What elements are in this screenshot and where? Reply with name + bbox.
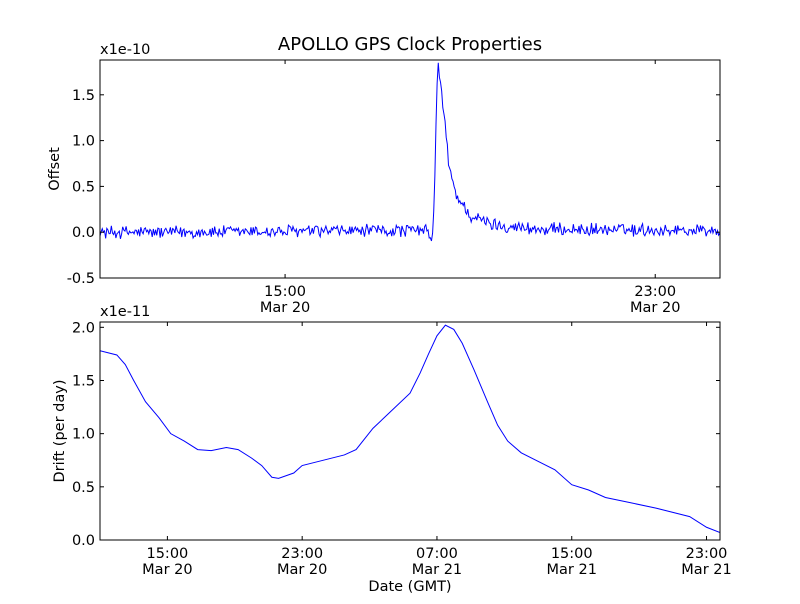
x-tick-date-label: Mar 20 [630,300,680,316]
y-tick-label: 0.0 [72,533,95,549]
x-tick-label: 15:00 [146,546,188,562]
y-tick-label: -0.5 [67,271,95,287]
y-tick-label: 0.5 [72,480,95,496]
y-tick-label: 2.0 [72,320,95,336]
x-tick-date-label: Mar 20 [142,562,192,578]
y-multiplier-label: x1e-11 [100,304,150,320]
plot-frame [99,59,721,279]
series-line [100,62,720,242]
y-multiplier-label: x1e-10 [100,42,150,58]
y-tick-label: 0.0 [72,225,95,241]
y-tick-label: 1.0 [72,427,95,443]
x-tick-label: 15:00 [551,546,593,562]
x-tick-label: 15:00 [264,284,306,300]
series-line [100,324,720,534]
x-tick-date-label: Mar 20 [260,300,310,316]
plot-frame [99,321,721,541]
x-tick-date-label: Mar 21 [681,562,731,578]
y-tick-label: 1.5 [72,373,95,389]
x-tick-date-label: Mar 21 [547,562,597,578]
x-tick-label: 23:00 [686,546,728,562]
x-tick-date-label: Mar 21 [412,562,462,578]
x-tick-date-label: Mar 20 [277,562,327,578]
x-tick-label: 23:00 [634,284,676,300]
y-axis-label: Drift (per day) [52,380,68,483]
y-tick-label: 1.5 [72,88,95,104]
x-tick-label: 23:00 [281,546,323,562]
x-axis-label: Date (GMT) [368,579,451,595]
chart-title: APOLLO GPS Clock Properties [278,34,542,55]
x-tick-label: 07:00 [416,546,458,562]
y-tick-label: 1.0 [72,134,95,150]
y-tick-label: 0.5 [72,179,95,195]
y-axis-label: Offset [47,147,63,191]
